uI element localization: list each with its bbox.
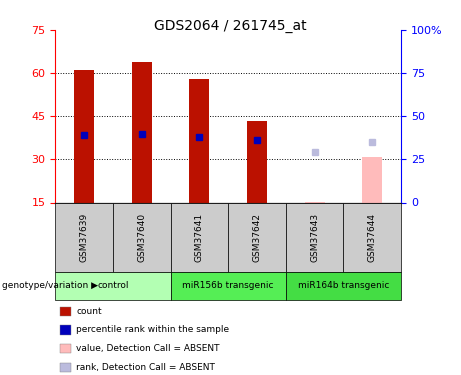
Text: GSM37643: GSM37643	[310, 213, 319, 262]
Text: GDS2064 / 261745_at: GDS2064 / 261745_at	[154, 19, 307, 33]
Text: rank, Detection Call = ABSENT: rank, Detection Call = ABSENT	[76, 363, 215, 372]
Text: count: count	[76, 307, 102, 316]
Text: value, Detection Call = ABSENT: value, Detection Call = ABSENT	[76, 344, 219, 353]
Text: GSM37644: GSM37644	[368, 213, 377, 262]
Text: genotype/variation ▶: genotype/variation ▶	[2, 281, 98, 290]
Bar	[132, 62, 152, 202]
Text: GSM37642: GSM37642	[253, 213, 261, 262]
Bar	[189, 79, 209, 203]
Text: control: control	[97, 281, 129, 290]
Text: GSM37639: GSM37639	[80, 213, 89, 262]
Bar	[74, 70, 94, 202]
Bar	[247, 121, 267, 202]
Text: miR164b transgenic: miR164b transgenic	[298, 281, 389, 290]
Text: GSM37640: GSM37640	[137, 213, 146, 262]
Bar	[362, 156, 382, 203]
Text: miR156b transgenic: miR156b transgenic	[183, 281, 274, 290]
Text: GSM37641: GSM37641	[195, 213, 204, 262]
Text: percentile rank within the sample: percentile rank within the sample	[76, 326, 229, 334]
